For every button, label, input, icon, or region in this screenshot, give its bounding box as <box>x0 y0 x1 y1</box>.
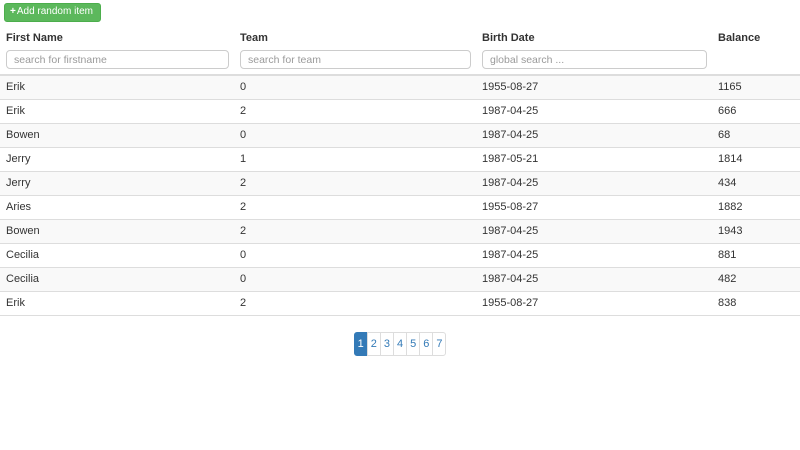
cell-balance: 838 <box>712 291 800 316</box>
table-row: Jerry 2 1987-04-25 434 <box>0 171 800 196</box>
cell-birth-date: 1987-04-25 <box>476 123 712 148</box>
cell-team: 0 <box>234 75 476 100</box>
cell-first-name: Erik <box>0 99 234 124</box>
add-button-label: Add random item <box>16 6 93 17</box>
pagination-page-4[interactable]: 4 <box>392 332 408 356</box>
column-header-first-name: First Name <box>6 32 63 44</box>
pagination-page-2[interactable]: 2 <box>366 332 381 356</box>
plus-icon: + <box>10 6 16 17</box>
cell-team: 1 <box>234 147 476 172</box>
cell-balance: 1814 <box>712 147 800 172</box>
table-row: Erik 0 1955-08-27 1165 <box>0 75 800 100</box>
cell-balance: 1165 <box>712 75 800 100</box>
cell-first-name: Bowen <box>0 219 234 244</box>
add-random-item-button[interactable]: +Add random item <box>4 3 101 22</box>
search-cell-balance <box>712 50 800 76</box>
table-body: Erik 0 1955-08-27 1165 Erik 2 1987-04-25 666 Bow… <box>0 75 800 316</box>
search-cell-first-name <box>0 50 234 76</box>
cell-birth-date: 1955-08-27 <box>476 195 712 220</box>
cell-balance: 666 <box>712 99 800 124</box>
cell-team: 2 <box>234 171 476 196</box>
pagination-page-6[interactable]: 6 <box>419 332 434 356</box>
table-row: Bowen 0 1987-04-25 68 <box>0 123 800 148</box>
cell-birth-date: 1955-08-27 <box>476 75 712 100</box>
pagination-page-1[interactable]: 1 <box>353 332 368 356</box>
search-row <box>0 50 800 76</box>
table-row: Erik 2 1955-08-27 838 <box>0 291 800 316</box>
pagination-item: 1 <box>353 332 368 356</box>
column-header-birth-date: Birth Date <box>482 32 535 44</box>
cell-team: 2 <box>234 219 476 244</box>
cell-balance: 881 <box>712 243 800 268</box>
cell-team: 2 <box>234 195 476 220</box>
search-cell-team <box>234 50 476 76</box>
cell-first-name: Aries <box>0 195 234 220</box>
pagination-page-5[interactable]: 5 <box>406 332 421 356</box>
cell-balance: 1943 <box>712 219 800 244</box>
pagination-page-3[interactable]: 3 <box>379 332 394 356</box>
toolbar: +Add random item <box>0 0 800 22</box>
cell-first-name: Erik <box>0 75 234 100</box>
cell-balance: 434 <box>712 171 800 196</box>
table-row: Erik 2 1987-04-25 666 <box>0 99 800 124</box>
cell-birth-date: 1987-05-21 <box>476 147 712 172</box>
cell-birth-date: 1987-04-25 <box>476 171 712 196</box>
table-head: First Name Team Birth Date Balance <box>0 24 800 76</box>
search-input-team[interactable] <box>240 50 471 69</box>
cell-team: 0 <box>234 243 476 268</box>
table-row: Aries 2 1955-08-27 1882 <box>0 195 800 220</box>
cell-birth-date: 1987-04-25 <box>476 99 712 124</box>
cell-team: 2 <box>234 99 476 124</box>
cell-team: 2 <box>234 291 476 316</box>
cell-birth-date: 1955-08-27 <box>476 291 712 316</box>
global-search-input[interactable] <box>482 50 707 69</box>
search-cell-birth-date <box>476 50 712 76</box>
table-row: Cecilia 0 1987-04-25 881 <box>0 243 800 268</box>
table-row: Jerry 1 1987-05-21 1814 <box>0 147 800 172</box>
search-input-firstname[interactable] <box>6 50 229 69</box>
cell-balance: 68 <box>712 123 800 148</box>
cell-birth-date: 1987-04-25 <box>476 267 712 292</box>
table-row: Bowen 2 1987-04-25 1943 <box>0 219 800 244</box>
cell-birth-date: 1987-04-25 <box>476 219 712 244</box>
table-row: Cecilia 0 1987-04-25 482 <box>0 267 800 292</box>
pagination-page-7[interactable]: 7 <box>432 332 447 356</box>
cell-team: 0 <box>234 267 476 292</box>
column-header-balance: Balance <box>718 32 761 44</box>
cell-first-name: Jerry <box>0 171 234 196</box>
pagination-item: 7 <box>432 332 447 356</box>
cell-first-name: Jerry <box>0 147 234 172</box>
cell-balance: 482 <box>712 267 800 292</box>
cell-birth-date: 1987-04-25 <box>476 243 712 268</box>
cell-balance: 1882 <box>712 195 800 220</box>
header-row: First Name Team Birth Date Balance <box>0 24 800 50</box>
cell-first-name: Cecilia <box>0 243 234 268</box>
cell-team: 0 <box>234 123 476 148</box>
column-header-team: Team <box>240 32 268 44</box>
cell-first-name: Cecilia <box>0 267 234 292</box>
cell-first-name: Bowen <box>0 123 234 148</box>
cell-first-name: Erik <box>0 291 234 316</box>
